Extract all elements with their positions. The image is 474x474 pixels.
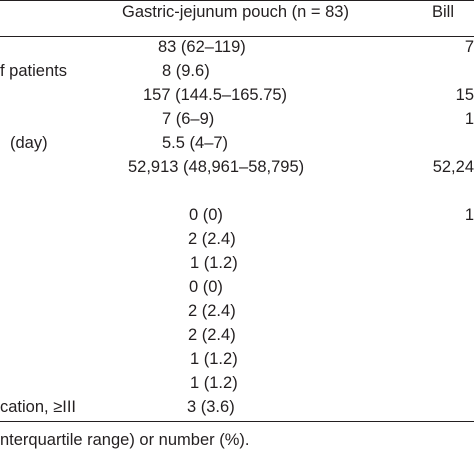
cell: 1 <box>464 206 474 224</box>
cell: 52,24 <box>432 158 474 176</box>
cell: 0 (0) <box>189 206 223 224</box>
cell: 7 (6–9) <box>162 110 215 128</box>
cell: 8 (9.6) <box>162 62 210 80</box>
cell: 3 (3.6) <box>187 398 235 416</box>
top-rule <box>0 0 474 1</box>
cell: 1 (1.2) <box>190 350 238 368</box>
footnote: nterquartile range) or number (%). <box>0 431 250 449</box>
row-label: (day) <box>10 134 48 152</box>
cell: 157 (144.5–165.75) <box>143 86 288 104</box>
row-label: f patients <box>0 62 67 80</box>
cell: 2 (2.4) <box>188 326 236 344</box>
cell: 1 (1.2) <box>190 374 238 392</box>
cell: 5.5 (4–7) <box>162 134 229 152</box>
cell: 52,913 (48,961–58,795) <box>128 158 305 176</box>
header-rule <box>0 36 474 37</box>
cell: 1 <box>464 110 474 128</box>
cell: 2 (2.4) <box>188 302 236 320</box>
column-header: Gastric-jejunum pouch (n = 83) <box>122 3 349 21</box>
cell: 1 (1.2) <box>190 254 238 272</box>
cell: 2 (2.4) <box>188 230 236 248</box>
cell: 15 <box>455 86 474 104</box>
cell: 0 (0) <box>189 278 223 296</box>
cell: 7 <box>464 38 474 56</box>
column-header: Bill <box>432 3 455 21</box>
row-label: cation, ≥III <box>0 398 77 416</box>
cell: 83 (62–119) <box>158 38 246 56</box>
bottom-rule <box>0 421 474 422</box>
